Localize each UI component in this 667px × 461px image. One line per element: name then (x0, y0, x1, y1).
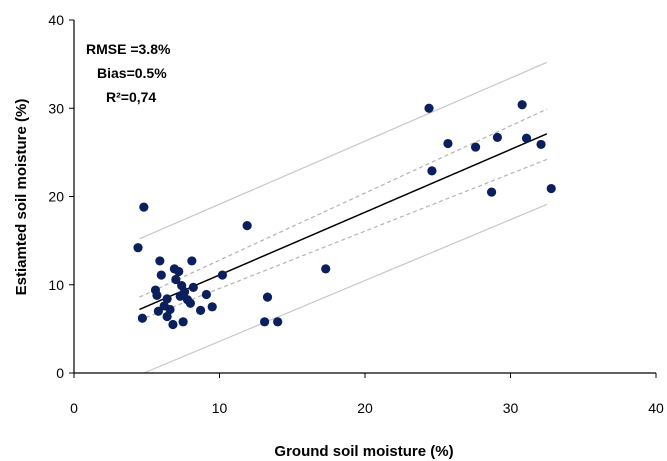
data-point (187, 256, 197, 266)
data-point (470, 142, 481, 152)
data-point (175, 291, 185, 301)
data-point (162, 311, 172, 322)
x-axis-title: Ground soil moisture (%) (274, 443, 453, 460)
data-point (260, 317, 270, 327)
confidence-upper-line (139, 108, 548, 298)
data-point (242, 221, 252, 231)
data-point (273, 317, 283, 327)
data-point (207, 302, 217, 312)
prediction-upper-line (139, 61, 548, 240)
data-point (152, 290, 162, 300)
x-tick-label: 10 (212, 400, 228, 416)
data-point (536, 139, 546, 150)
data-point (156, 270, 166, 280)
data-point (424, 103, 434, 113)
data-point (521, 133, 532, 143)
data-point (174, 266, 184, 277)
data-point (427, 166, 437, 176)
regression-line (139, 133, 548, 311)
x-tick-label: 40 (648, 400, 664, 416)
data-point (139, 202, 149, 212)
prediction-lower-line (143, 203, 548, 373)
x-tick-label: 20 (357, 400, 373, 416)
r2-annotation: R²=0,74 (106, 89, 156, 105)
data-point (546, 183, 556, 194)
data-point (486, 187, 497, 197)
data-point (188, 282, 198, 292)
bias-annotation: Bias=0.5% (97, 65, 167, 81)
data-point (217, 270, 228, 280)
data-point (517, 100, 527, 110)
data-point (492, 132, 503, 142)
data-point (201, 289, 212, 300)
confidence-lower-line (139, 158, 548, 321)
data-point (185, 298, 195, 308)
lines-layer (139, 61, 548, 373)
y-tick-label: 30 (48, 100, 64, 116)
data-point (155, 256, 165, 266)
data-point (165, 304, 175, 315)
x-tick-label: 30 (503, 400, 519, 416)
data-point (168, 319, 178, 330)
y-tick-label: 20 (48, 189, 64, 205)
data-point (137, 313, 147, 323)
y-tick-label: 40 (48, 12, 64, 28)
y-tick-label: 0 (56, 365, 64, 381)
data-point (195, 305, 206, 315)
data-point (171, 274, 181, 285)
x-tick-label: 0 (70, 400, 78, 416)
data-point (178, 317, 188, 327)
points-layer (133, 100, 556, 330)
data-point (443, 138, 453, 149)
data-point (262, 292, 273, 302)
data-point (153, 306, 163, 316)
ticks-layer: 0 10 20 30 40 0 10 20 30 40 (48, 12, 664, 416)
y-tick-label: 10 (48, 277, 64, 293)
data-point (133, 243, 143, 253)
data-point (321, 264, 331, 274)
data-point (162, 294, 172, 304)
rmse-annotation: RMSE =3.8% (86, 41, 171, 57)
y-axis-title: Estiamted soil moisture (%) (13, 99, 30, 296)
